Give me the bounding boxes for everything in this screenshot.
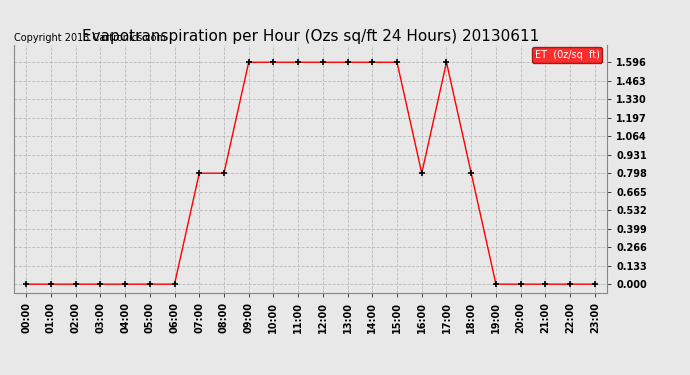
Legend: ET  (0z/sq  ft): ET (0z/sq ft) [531, 47, 602, 63]
Text: Copyright 2013 Cartronics.com: Copyright 2013 Cartronics.com [14, 33, 166, 42]
Title: Evapotranspiration per Hour (Ozs sq/ft 24 Hours) 20130611: Evapotranspiration per Hour (Ozs sq/ft 2… [82, 29, 539, 44]
